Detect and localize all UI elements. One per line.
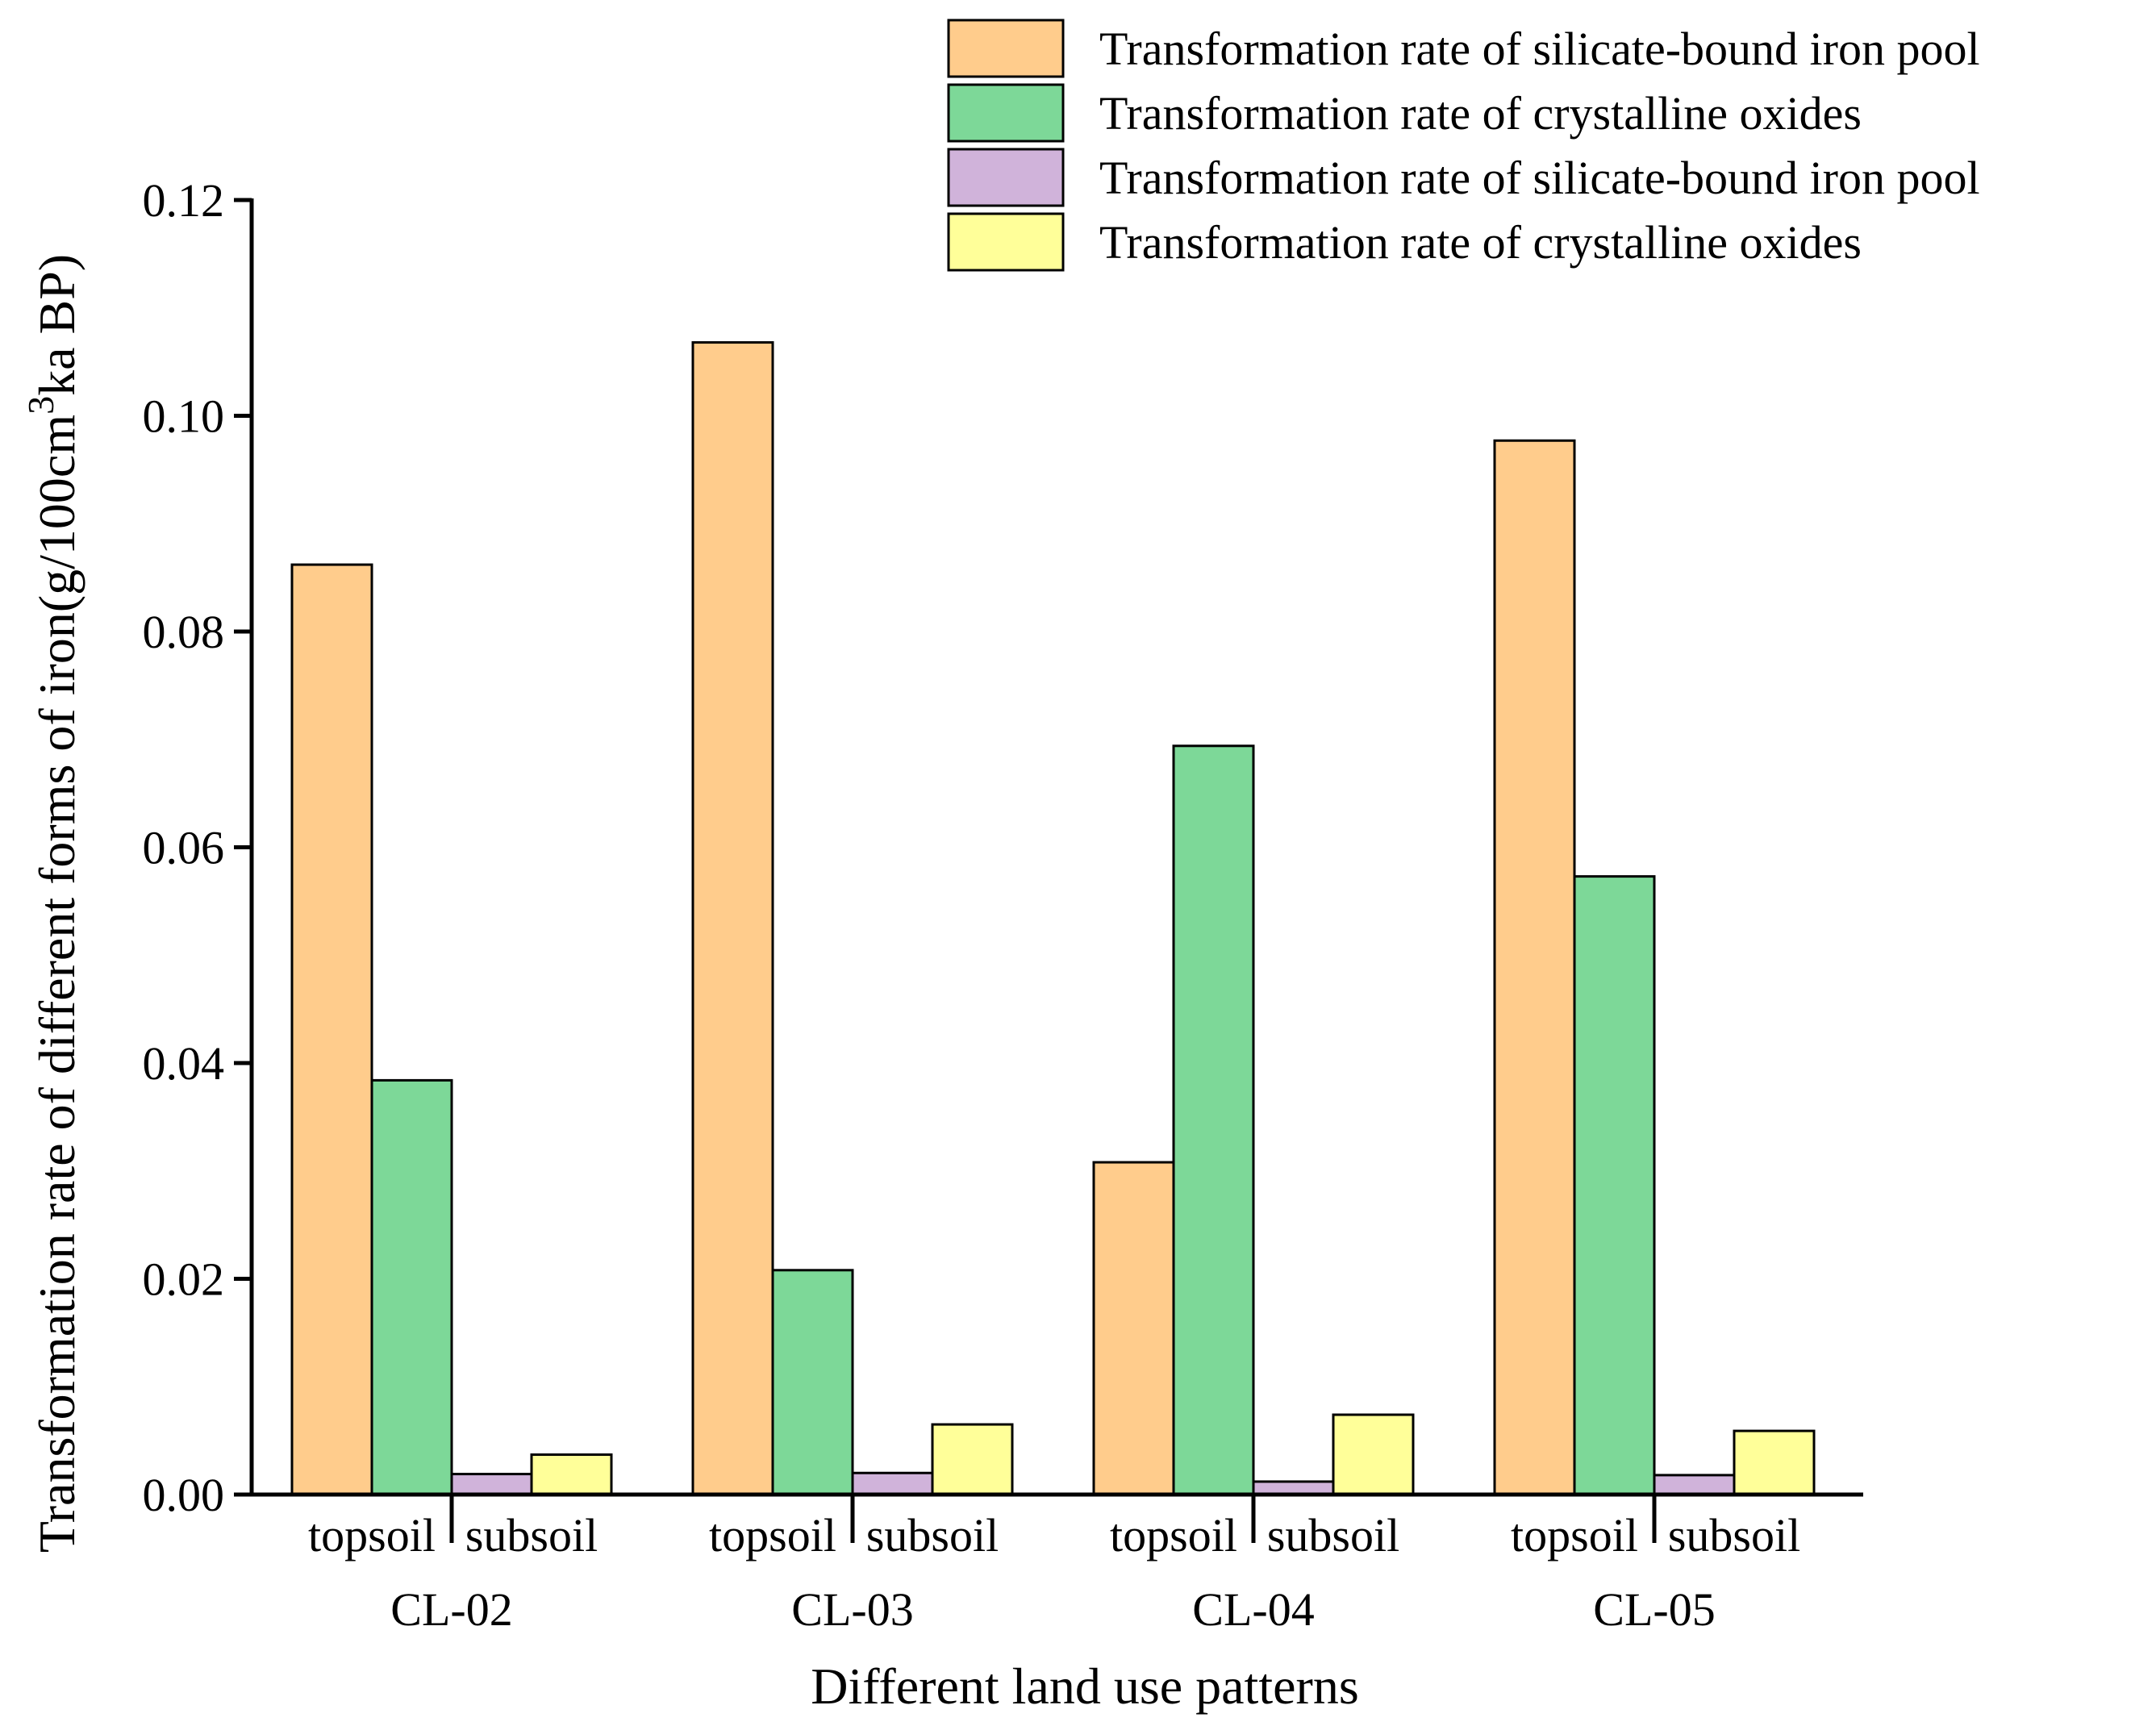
y-tick-label: 0.04 — [143, 1037, 225, 1090]
bar-cl-04-subsoil-crystalline — [1332, 1413, 1415, 1496]
group-label-cl-04: CL-04 — [1192, 1583, 1314, 1636]
y-axis-title-prefix: Transformation rate of different forms o… — [28, 415, 85, 1553]
y-tick-label: 0.00 — [143, 1469, 225, 1521]
y-axis-title-superscript: 3 — [20, 396, 61, 415]
bar-cl-02-subsoil-silicate-bound — [450, 1473, 533, 1496]
legend-swatch — [947, 148, 1065, 207]
bar-cl-04-topsoil-silicate-bound — [1092, 1161, 1175, 1496]
bar-cl-05-subsoil-silicate-bound — [1653, 1474, 1736, 1496]
bar-cl-04-topsoil-crystalline — [1172, 744, 1255, 1496]
legend: Transformation rate of silicate-bound ir… — [947, 19, 1980, 272]
bar-cl-03-subsoil-silicate-bound — [851, 1471, 934, 1496]
bar-cl-02-topsoil-silicate-bound — [290, 563, 373, 1496]
legend-label: Transformation rate of crystalline oxide… — [1099, 87, 1862, 140]
subgroup-label-subsoil: subsoil — [1668, 1509, 1800, 1561]
group-label-cl-02: CL-02 — [390, 1583, 512, 1636]
subgroup-label-subsoil: subsoil — [866, 1509, 999, 1561]
legend-label: Transformation rate of crystalline oxide… — [1099, 216, 1862, 269]
subgroup-label-topsoil: topsoil — [709, 1509, 836, 1561]
bar-layer — [290, 341, 1816, 1496]
subgroup-label-topsoil: topsoil — [1110, 1509, 1237, 1561]
legend-swatch — [947, 83, 1065, 143]
legend-swatch — [947, 212, 1065, 272]
bar-cl-02-subsoil-crystalline — [530, 1453, 613, 1496]
bar-cl-03-subsoil-crystalline — [931, 1423, 1014, 1496]
bar-cl-03-topsoil-silicate-bound — [691, 341, 774, 1496]
bar-cl-05-topsoil-crystalline — [1573, 875, 1656, 1496]
y-tick-label: 0.02 — [143, 1253, 225, 1306]
bar-cl-03-topsoil-crystalline — [771, 1269, 854, 1496]
axes: 0.00 0.02 0.04 0.06 0.08 0.10 0.12 — [143, 174, 1863, 1521]
x-axis-labels: topsoil subsoil CL-02 topsoil subsoil CL-03 to… — [308, 1495, 1800, 1636]
y-tick-label: 0.10 — [143, 390, 225, 443]
subgroup-label-subsoil: subsoil — [1267, 1509, 1399, 1561]
group-label-cl-05: CL-05 — [1593, 1583, 1715, 1636]
y-tick-label: 0.12 — [143, 174, 225, 227]
y-axis-title: Transformation rate of different forms o… — [20, 254, 85, 1553]
y-tick-label: 0.08 — [143, 606, 225, 658]
legend-label: Transformation rate of silicate-bound ir… — [1099, 152, 1980, 204]
x-axis-title: Different land use patterns — [811, 1657, 1358, 1715]
y-axis-title-suffix: ka BP) — [28, 254, 85, 396]
subgroup-label-topsoil: topsoil — [1511, 1509, 1638, 1561]
subgroup-label-subsoil: subsoil — [465, 1509, 598, 1561]
subgroup-label-topsoil: topsoil — [308, 1509, 436, 1561]
y-tick-label: 0.06 — [143, 822, 225, 874]
legend-label: Transformation rate of silicate-bound ir… — [1099, 23, 1980, 75]
bar-cl-05-topsoil-silicate-bound — [1493, 439, 1576, 1496]
bar-cl-05-subsoil-crystalline — [1733, 1429, 1816, 1496]
bar-cl-02-topsoil-crystalline — [370, 1078, 453, 1496]
group-label-cl-03: CL-03 — [791, 1583, 913, 1636]
legend-swatch — [947, 19, 1065, 78]
